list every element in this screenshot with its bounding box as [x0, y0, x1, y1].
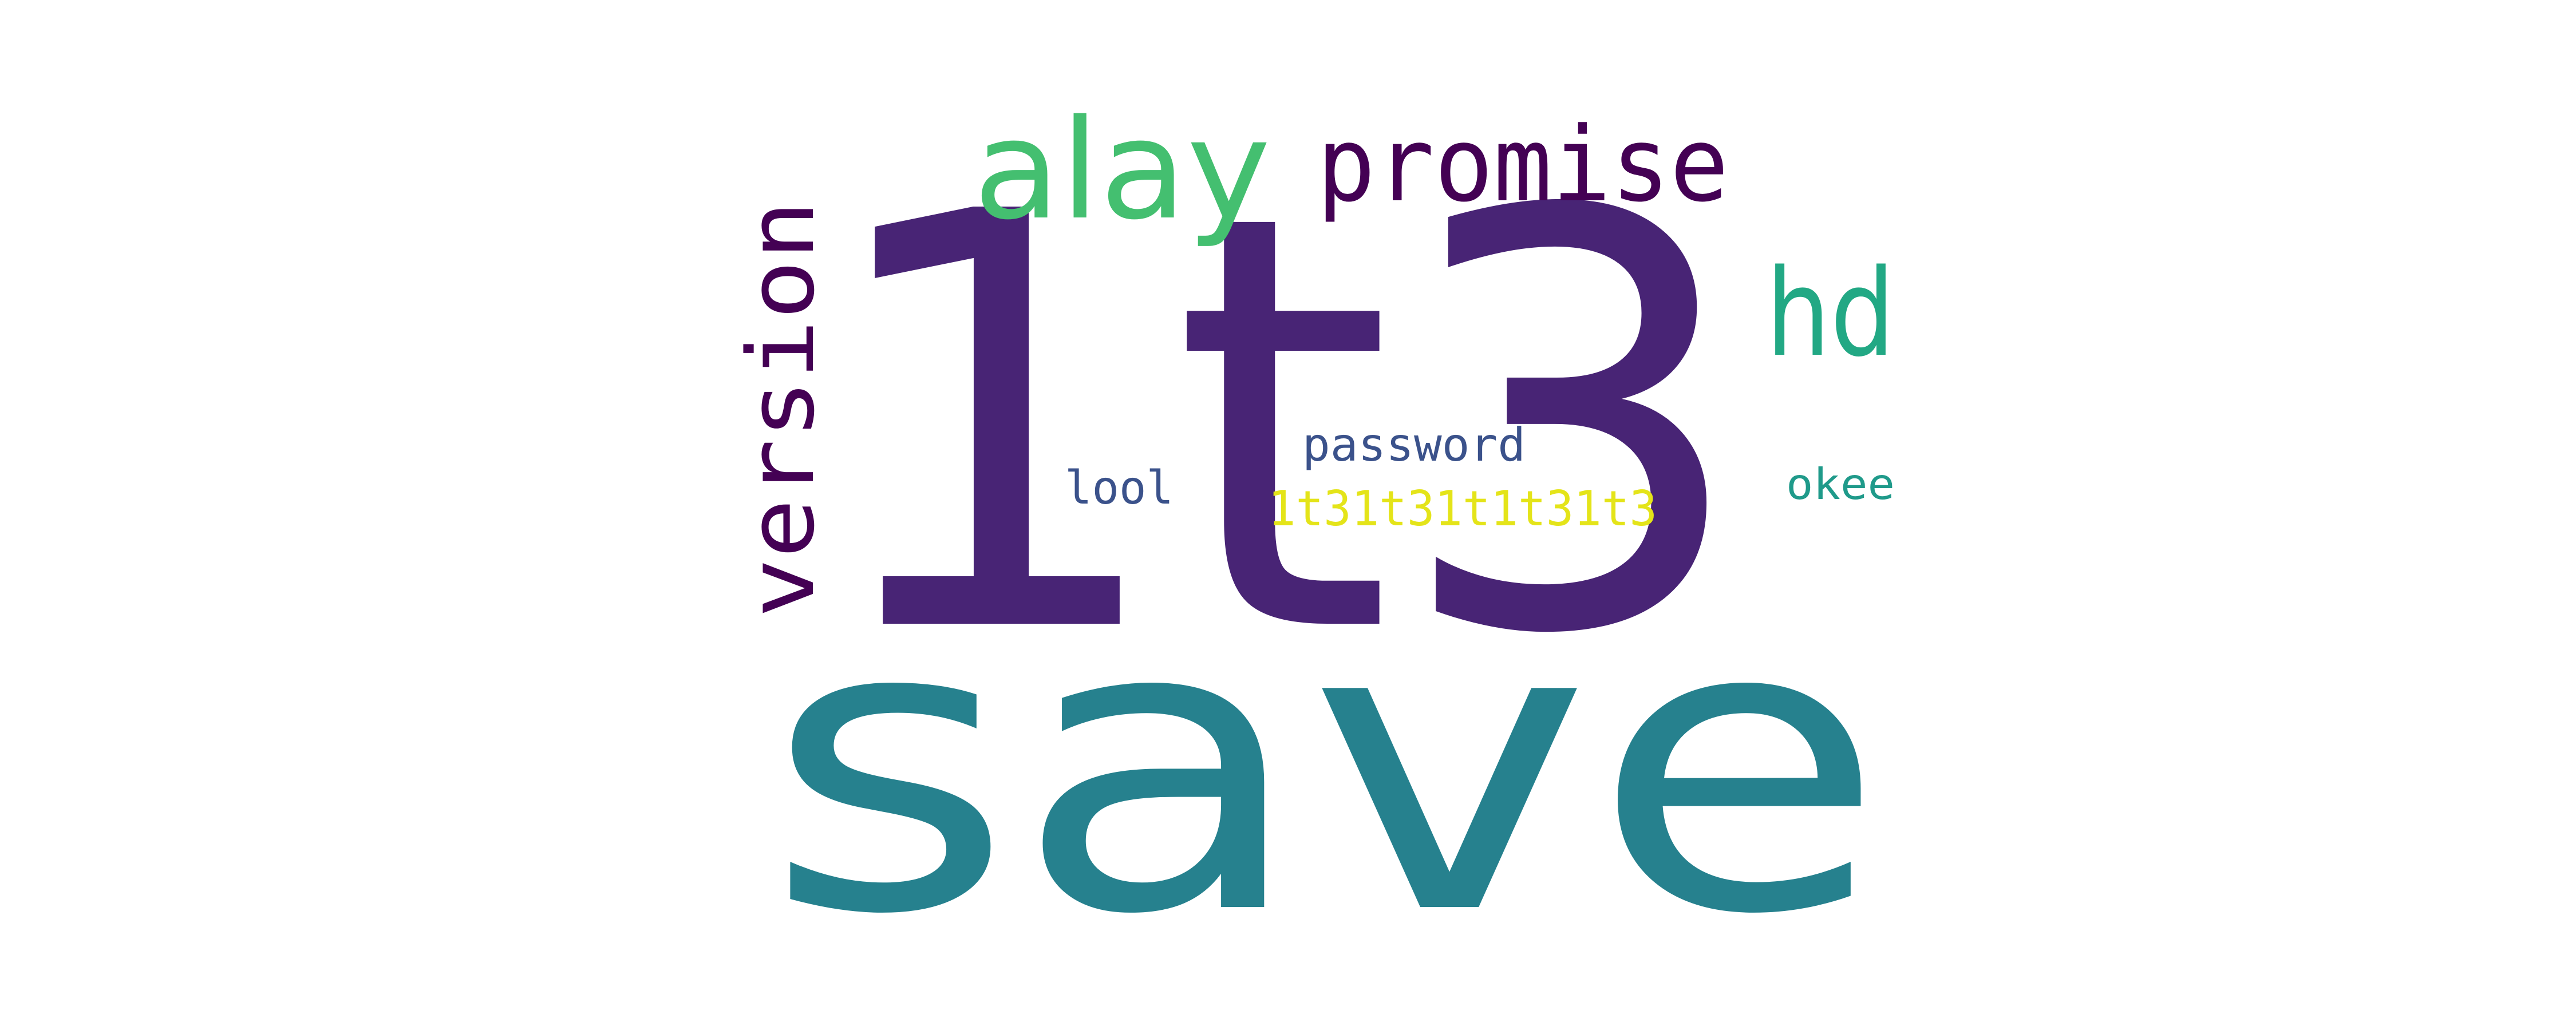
word-password: password: [1302, 418, 1526, 472]
word-promise: promise: [1317, 105, 1729, 225]
word-okee: okee: [1786, 459, 1895, 509]
word-hd: hd: [1766, 243, 1895, 383]
word-save: save: [764, 536, 1886, 1002]
word-lool: lool: [1065, 461, 1174, 514]
word-version: version: [728, 200, 835, 618]
word-alay: alay: [973, 90, 1271, 250]
word-1t3: 1t3: [813, 93, 1752, 759]
word-1t3-repeat: 1t31t31t1t31t3: [1268, 481, 1657, 537]
